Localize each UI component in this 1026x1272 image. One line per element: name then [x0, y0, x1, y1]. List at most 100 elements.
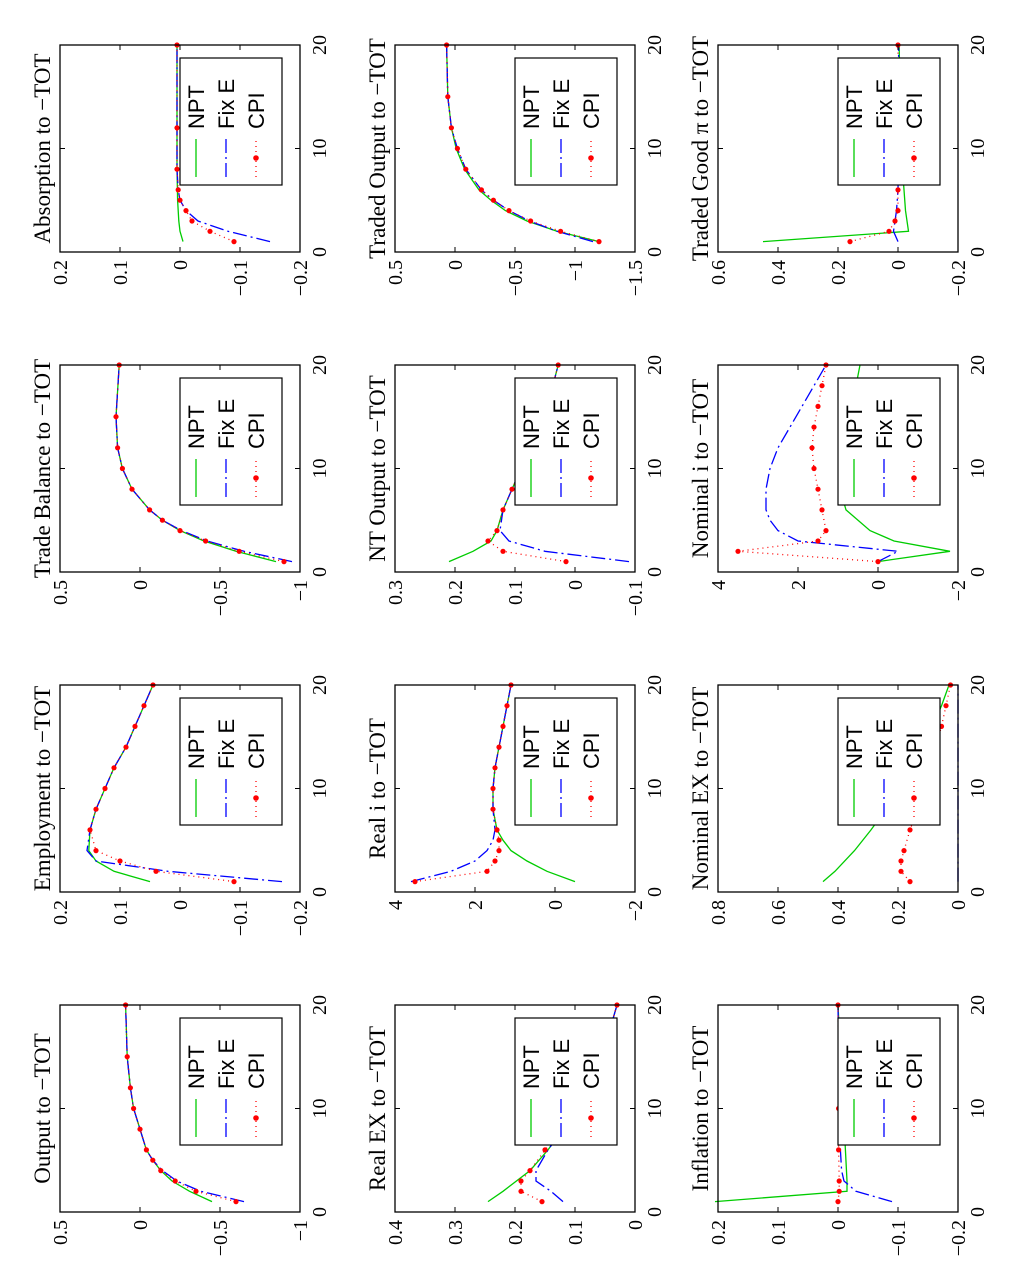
legend-marker	[911, 155, 917, 161]
y-tick-label: 4	[385, 900, 407, 910]
cpi-point	[496, 837, 502, 843]
x-tick-label: 10	[644, 779, 666, 799]
subplot-12: 0.6 0.4 0.2 0 −0.2 0 10 20 Traded Good π to −TOT…	[688, 35, 989, 296]
legend-label: CPI	[902, 1052, 927, 1089]
legend-label: CPI	[579, 412, 604, 449]
y-tick-label: 0.1	[505, 580, 527, 605]
y-tick-label: −0.1	[625, 580, 647, 616]
legend-label: Fix E	[872, 719, 897, 769]
cpi-point	[147, 507, 153, 513]
legend-marker	[253, 155, 259, 161]
subplot-title: Trade Balance to −TOT	[30, 359, 55, 578]
cpi-point	[485, 538, 491, 544]
cpi-point	[150, 1157, 156, 1163]
cpi-point	[735, 548, 741, 554]
cpi-point	[500, 507, 506, 513]
cpi-point	[500, 723, 506, 729]
cpi-point	[207, 228, 213, 234]
legend-box	[514, 1017, 618, 1146]
subplot-title: Traded Good π to −TOT	[688, 36, 713, 261]
legend-label: Fix E	[872, 1039, 897, 1089]
cpi-point	[815, 403, 821, 409]
cpi-point	[898, 868, 904, 874]
cpi-point	[119, 465, 126, 472]
cpi-point	[835, 1199, 841, 1205]
legend-box	[837, 1017, 941, 1146]
legend: NPT Fix E CPI	[514, 377, 618, 506]
cpi-point	[875, 559, 881, 565]
y-tick-label: −1.5	[625, 260, 647, 296]
legend-label: NPT	[519, 1045, 544, 1089]
legend: NPT Fix E CPI	[179, 1017, 283, 1146]
y-tick-label: −1	[565, 260, 587, 281]
subplot-4: 0.2 0.1 0 −0.1 −0.2 0 10 20 Employment to −TOT NP…	[30, 675, 331, 936]
y-tick-label: −0.2	[948, 260, 970, 296]
cpi-point	[412, 879, 418, 885]
cpi-point	[153, 868, 159, 874]
cpi-point	[504, 703, 510, 709]
legend-label: Fix E	[549, 79, 574, 129]
cpi-point	[124, 1054, 130, 1060]
series-cpi-line	[89, 684, 235, 883]
x-tick-label: 10	[967, 779, 989, 799]
cpi-point	[177, 527, 183, 534]
legend-label: NPT	[519, 725, 544, 769]
cpi-point	[509, 486, 515, 492]
subplot-title: Absorption to −TOT	[30, 53, 55, 243]
legend-label: NPT	[842, 725, 867, 769]
y-tick-label: 0	[445, 260, 467, 270]
legend-label: NPT	[519, 85, 544, 129]
x-tick-label: 10	[309, 459, 331, 479]
x-tick-label: 0	[309, 567, 331, 577]
x-tick-label: 20	[967, 355, 989, 375]
series-npt-line	[714, 1004, 848, 1203]
subplot-3: 0.2 0.1 0 −0.1 −0.2 0 10 20 Inflation to −TOT NPT…	[688, 995, 989, 1256]
legend-label: NPT	[842, 1045, 867, 1089]
y-tick-label: 0.4	[828, 900, 850, 925]
cpi-point	[819, 383, 825, 389]
legend-box	[514, 57, 618, 186]
legend-label: Fix E	[872, 399, 897, 449]
cpi-point	[233, 1199, 239, 1205]
legend-box	[837, 377, 941, 506]
x-tick-label: 10	[967, 1099, 989, 1119]
legend-label: CPI	[244, 412, 269, 449]
subplot-10: 0.2 0.1 0 −0.1 −0.2 0 10 20 Absorption to −TOT NP…	[30, 35, 331, 296]
y-tick-label: 0	[868, 580, 890, 590]
cpi-point	[823, 527, 829, 534]
x-tick-label: 10	[309, 1099, 331, 1119]
legend-marker	[253, 475, 259, 481]
subplot-title: Nominal EX to −TOT	[688, 687, 713, 891]
y-tick-label: −0.1	[230, 260, 252, 296]
subplot-title: NT Output to −TOT	[365, 375, 390, 562]
cpi-point	[542, 1147, 548, 1153]
cpi-point	[558, 228, 564, 234]
y-tick-label: −1	[290, 1220, 312, 1241]
x-tick-label: 20	[967, 35, 989, 55]
y-tick-label: 0.8	[708, 900, 730, 925]
legend-label: Fix E	[549, 1039, 574, 1089]
cpi-point	[490, 785, 496, 792]
cpi-point	[836, 1147, 842, 1153]
cpi-point	[113, 414, 119, 420]
legend: NPT Fix E CPI	[514, 697, 618, 826]
legend-label: Fix E	[549, 399, 574, 449]
legend-label: Fix E	[549, 719, 574, 769]
y-tick-label: −2	[625, 900, 647, 921]
x-tick-label: 20	[644, 675, 666, 695]
y-tick-label: 0.1	[110, 260, 132, 285]
legend-label: NPT	[842, 85, 867, 129]
cpi-point	[174, 166, 180, 172]
y-tick-label: 0.2	[708, 1220, 730, 1245]
y-tick-label: 0	[625, 1220, 647, 1230]
legend-box	[837, 57, 941, 186]
y-tick-label: 0.6	[708, 260, 730, 285]
cpi-point	[527, 1167, 533, 1174]
cpi-point	[111, 765, 117, 771]
subplot-title: Real EX to −TOT	[365, 1026, 390, 1191]
cpi-point	[115, 445, 121, 451]
cpi-point	[494, 527, 500, 534]
y-tick-label: 0	[565, 580, 587, 590]
series-cpi-line	[414, 684, 512, 883]
y-tick-label: 0.2	[445, 580, 467, 605]
